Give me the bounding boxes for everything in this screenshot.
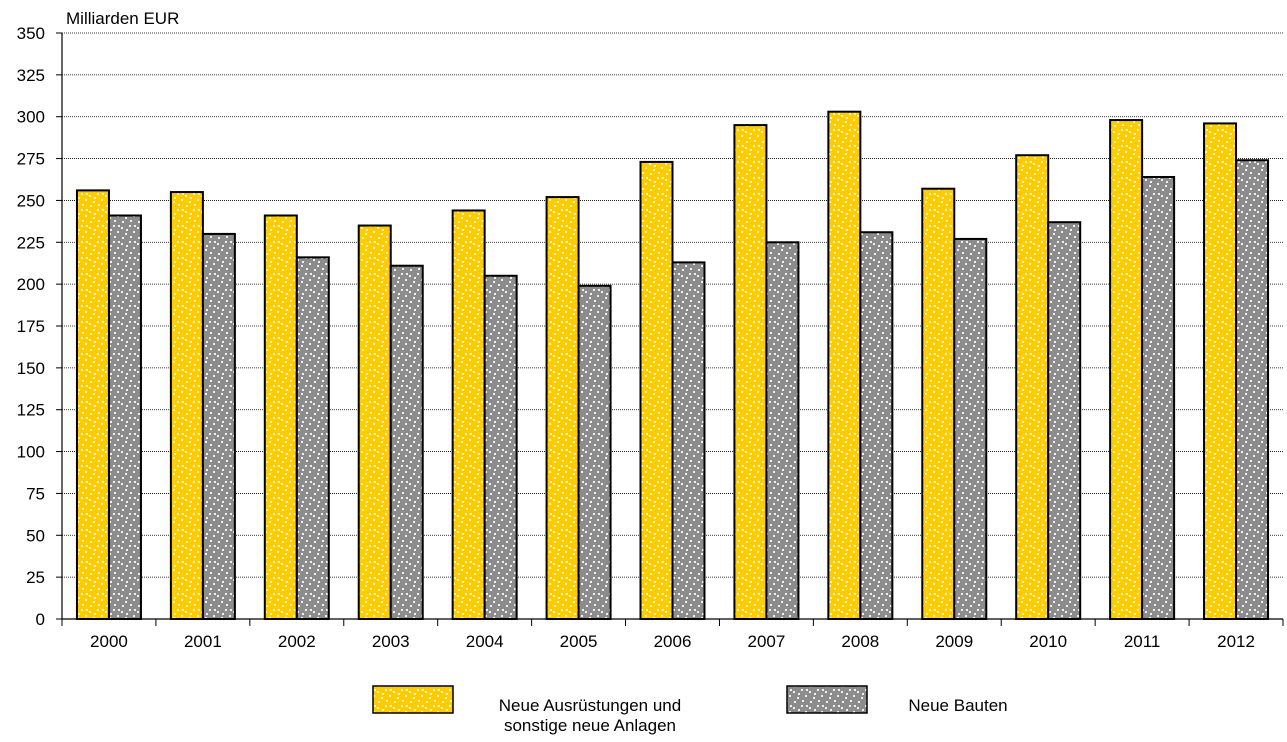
bar-series-2-2009: [953, 237, 988, 621]
bar-series-1-2004: [451, 209, 486, 621]
bar-series-2-2005: [577, 284, 612, 620]
bar-series-1-2005: [545, 196, 580, 621]
y-tick-label: 175: [17, 317, 45, 336]
y-tick-label: 225: [17, 233, 45, 252]
y-tick-label: 325: [17, 66, 45, 85]
legend-label-series-1: Neue Ausrüstungen und: [499, 696, 681, 715]
y-axis-tick-labels: 0 25 50 75 100 125 150 175 200 225 250 275 300 325 350: [17, 24, 62, 629]
y-tick-label: 300: [17, 108, 45, 127]
y-tick-label: 350: [17, 24, 45, 43]
x-tick-label: 2003: [372, 632, 410, 651]
legend-swatch-series-1: [372, 685, 454, 714]
y-tick-label: 25: [26, 568, 45, 587]
y-tick-label: 200: [17, 275, 45, 294]
x-tick-label: 2010: [1029, 632, 1067, 651]
bar-series-2-2010: [1047, 221, 1082, 621]
x-tick-label: 2000: [90, 632, 128, 651]
x-tick-label: 2004: [466, 632, 504, 651]
bars: [75, 110, 1270, 621]
bar-series-1-2012: [1203, 122, 1238, 620]
x-tick-label: 2006: [654, 632, 692, 651]
y-tick-label: 75: [26, 484, 45, 503]
axes: [61, 33, 1283, 620]
bar-series-2-2002: [295, 256, 330, 620]
bar-series-1-2010: [1015, 154, 1050, 620]
bar-series-1-2006: [639, 160, 674, 620]
y-tick-label: 250: [17, 191, 45, 210]
y-tick-label: 125: [17, 401, 45, 420]
bar-series-2-2000: [107, 214, 142, 621]
y-tick-label: 150: [17, 359, 45, 378]
bar-series-2-2012: [1235, 159, 1270, 620]
y-tick-label: 0: [36, 610, 45, 629]
x-tick-label: 2005: [560, 632, 598, 651]
bar-series-2-2008: [859, 231, 894, 621]
bar-series-2-2001: [201, 232, 236, 621]
legend-label-series-2: Neue Bauten: [908, 696, 1007, 715]
y-tick-label: 50: [26, 526, 45, 545]
bar-series-1-2008: [827, 110, 862, 620]
x-axis-tick-labels: 2000 2001 2002 2003 2004 2005 2006 2007 2008 2009…: [61, 619, 1284, 651]
bar-series-1-2007: [733, 124, 768, 620]
y-tick-label: 100: [17, 443, 45, 462]
legend-label-series-1: sonstige neue Anlagen: [504, 716, 676, 735]
bar-series-1-2001: [169, 191, 204, 621]
bar-series-1-2000: [75, 189, 110, 621]
x-tick-label: 2009: [935, 632, 973, 651]
bar-series-2-2003: [389, 264, 424, 620]
bar-series-1-2003: [357, 224, 392, 621]
bar-series-1-2009: [921, 187, 956, 621]
x-tick-label: 2001: [184, 632, 222, 651]
y-tick-label: 275: [17, 150, 45, 169]
bar-series-2-2006: [671, 261, 706, 620]
x-tick-label: 2012: [1217, 632, 1255, 651]
bar-series-1-2002: [263, 214, 298, 621]
x-tick-label: 2002: [278, 632, 316, 651]
legend-swatch-series-2: [786, 685, 868, 714]
x-tick-label: 2011: [1124, 632, 1161, 651]
bar-series-2-2004: [483, 274, 518, 620]
bar-series-1-2011: [1109, 119, 1144, 620]
x-tick-label: 2007: [748, 632, 786, 651]
x-tick-label: 2008: [841, 632, 879, 651]
bar-series-2-2007: [765, 241, 800, 621]
bar-series-2-2011: [1141, 175, 1176, 620]
y-axis-label: Milliarden EUR: [66, 9, 179, 28]
